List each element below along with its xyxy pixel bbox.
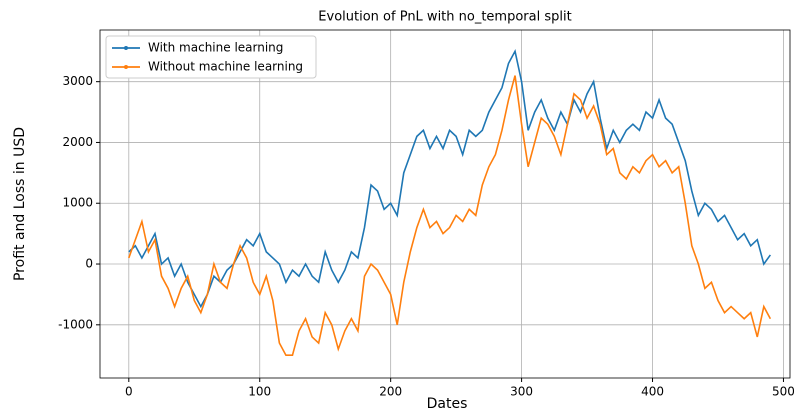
legend-marker [124,46,128,50]
legend-box [105,35,317,79]
y-tick-label: 2000 [62,135,93,149]
x-tick-label: 500 [772,385,794,399]
y-tick-label: 0 [85,257,93,271]
x-tick-label: 100 [248,385,271,399]
plot-frame [99,29,791,379]
legend-marker [124,65,128,69]
legend-label: Without machine learning [148,60,303,74]
chart-title: Evolution of PnL with no_temporal split [318,10,571,25]
x-tick-label: 300 [510,385,533,399]
line-series [128,75,772,357]
y-tick-label: -1000 [58,317,93,331]
y-tick-label: 1000 [62,196,93,210]
x-tick-label: 200 [379,385,402,399]
x-tick-label: 0 [125,385,133,399]
legend-label: With machine learning [148,41,283,55]
y-axis-label: Profit and Loss in USD [12,127,28,281]
x-tick-label: 400 [641,385,664,399]
y-tick-label: 3000 [62,74,93,88]
x-axis-label: Dates [427,396,468,412]
line-series [128,48,772,309]
